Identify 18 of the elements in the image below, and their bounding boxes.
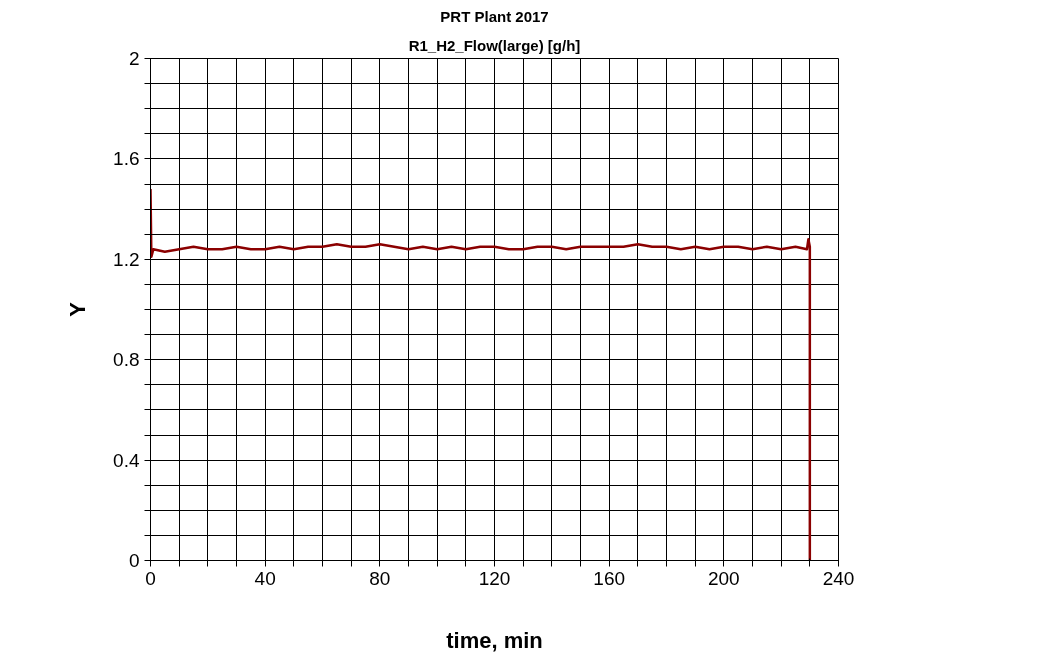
y-tick-label: 2 [128,48,140,69]
y-tick-label: 1.6 [113,148,140,170]
x-tick-label: 80 [369,567,391,589]
chart-subtitle: R1_H2_Flow(large) [g/h] [408,36,581,54]
chart-title: PRT Plant 2017 [440,7,549,25]
x-tick-label: 200 [707,567,740,589]
x-tick-label: 120 [478,567,511,589]
x-tick-label: 160 [593,567,626,589]
line-series [150,187,812,561]
y-axis-title: Y [65,301,91,317]
x-tick-label: 0 [145,567,156,589]
y-tick-label: 0.4 [113,449,140,471]
y-tick-label: 0.8 [113,349,140,371]
y-tick-label: 1.2 [113,248,140,270]
x-tick-label: 40 [254,567,276,589]
x-axis-title: time, min [446,627,543,653]
x-tick-label: 240 [822,567,855,589]
y-tick-label: 0 [128,550,140,571]
